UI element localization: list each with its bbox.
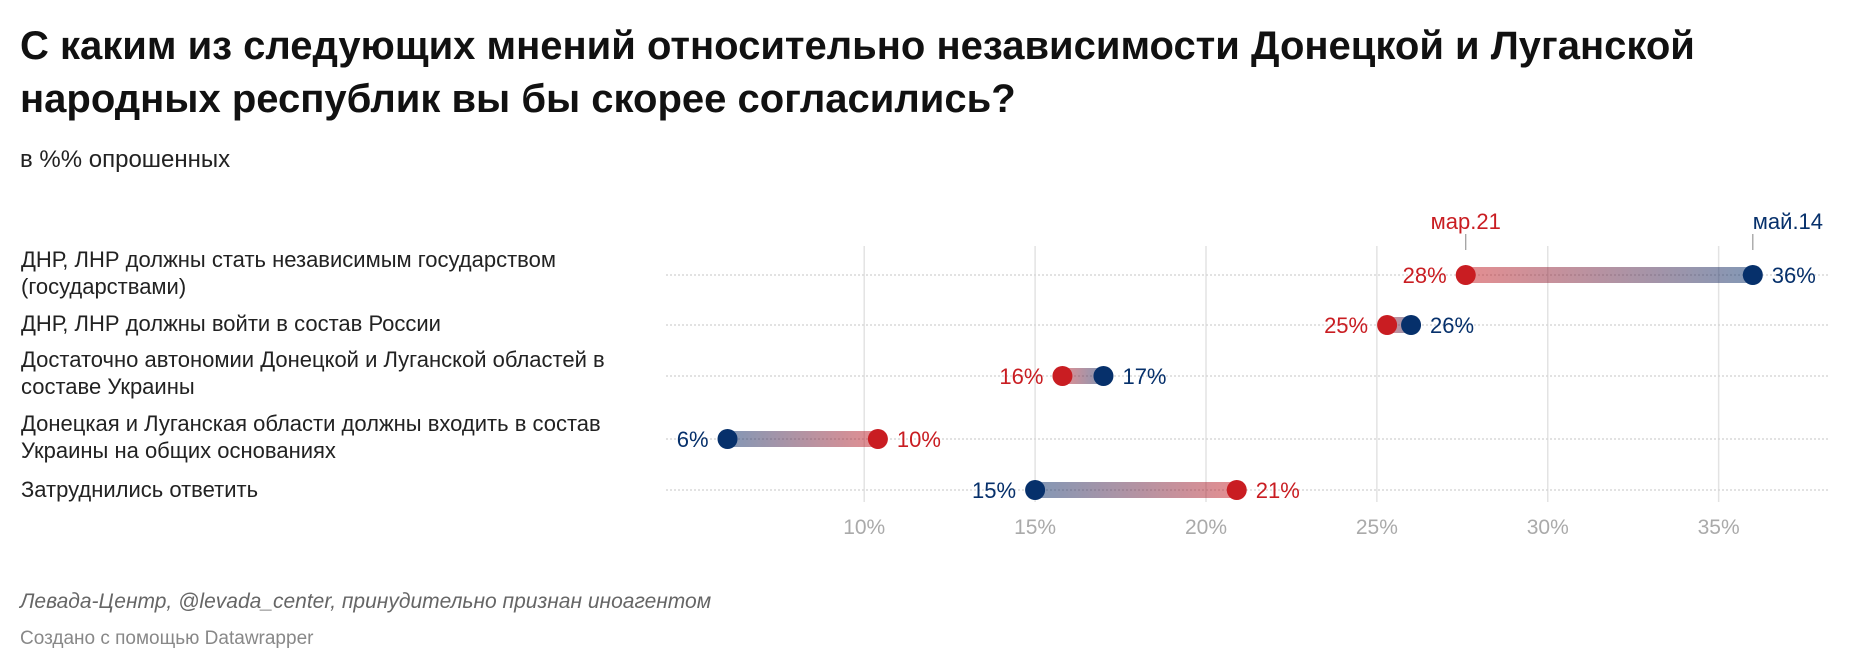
dot-май.14: [1401, 315, 1422, 335]
category-label: Затруднились ответить: [21, 477, 259, 502]
credit-note: Создано с помощью Datawrapper: [20, 628, 314, 649]
x-tick-label: 30%: [1527, 516, 1569, 539]
range-bar: [1465, 267, 1753, 283]
dot-май.14: [1742, 265, 1763, 285]
dot-мар.21: [1052, 366, 1073, 386]
category-label: Достаточно автономии Донецкой и Луганско…: [21, 347, 605, 399]
dot-мар.21: [1377, 315, 1398, 335]
series-key-label: мар.21: [1431, 209, 1501, 234]
chart-title: С каким из следующих мнений относительно…: [20, 24, 1695, 121]
dot-мар.21: [1455, 265, 1476, 285]
value-label: 10%: [897, 427, 941, 452]
category-label: Донецкая и Луганская области должны вход…: [21, 411, 601, 463]
x-tick-label: 10%: [843, 516, 885, 539]
x-tick-label: 35%: [1698, 516, 1740, 539]
x-tick-label: 15%: [1014, 516, 1056, 539]
dot-мар.21: [867, 429, 888, 449]
value-label: 36%: [1772, 263, 1816, 288]
category-label: ДНР, ЛНР должны войти в состав России: [21, 311, 441, 336]
x-tick-label: 20%: [1185, 516, 1227, 539]
value-label: 17%: [1122, 364, 1166, 389]
dot-май.14: [717, 429, 738, 449]
x-tick-label: 25%: [1356, 516, 1398, 539]
value-label: 21%: [1256, 478, 1300, 503]
value-label: 26%: [1430, 313, 1474, 338]
value-label: 16%: [999, 364, 1043, 389]
value-label: 25%: [1324, 313, 1368, 338]
category-label: ДНР, ЛНР должны стать независимым госуда…: [21, 247, 556, 299]
value-label: 28%: [1403, 263, 1447, 288]
value-label: 15%: [972, 478, 1016, 503]
range-bar: [1062, 368, 1104, 384]
series-key-label: май.14: [1753, 209, 1823, 234]
dot-май.14: [1093, 366, 1114, 386]
range-bar: [1035, 482, 1237, 498]
value-label: 6%: [677, 427, 709, 452]
dot-мар.21: [1226, 480, 1247, 500]
source-note: Левада-Центр, @levada_center, принудител…: [20, 590, 712, 613]
dot-май.14: [1025, 480, 1046, 500]
range-bar: [727, 431, 878, 447]
chart-subtitle: в %% опрошенных: [20, 146, 231, 173]
